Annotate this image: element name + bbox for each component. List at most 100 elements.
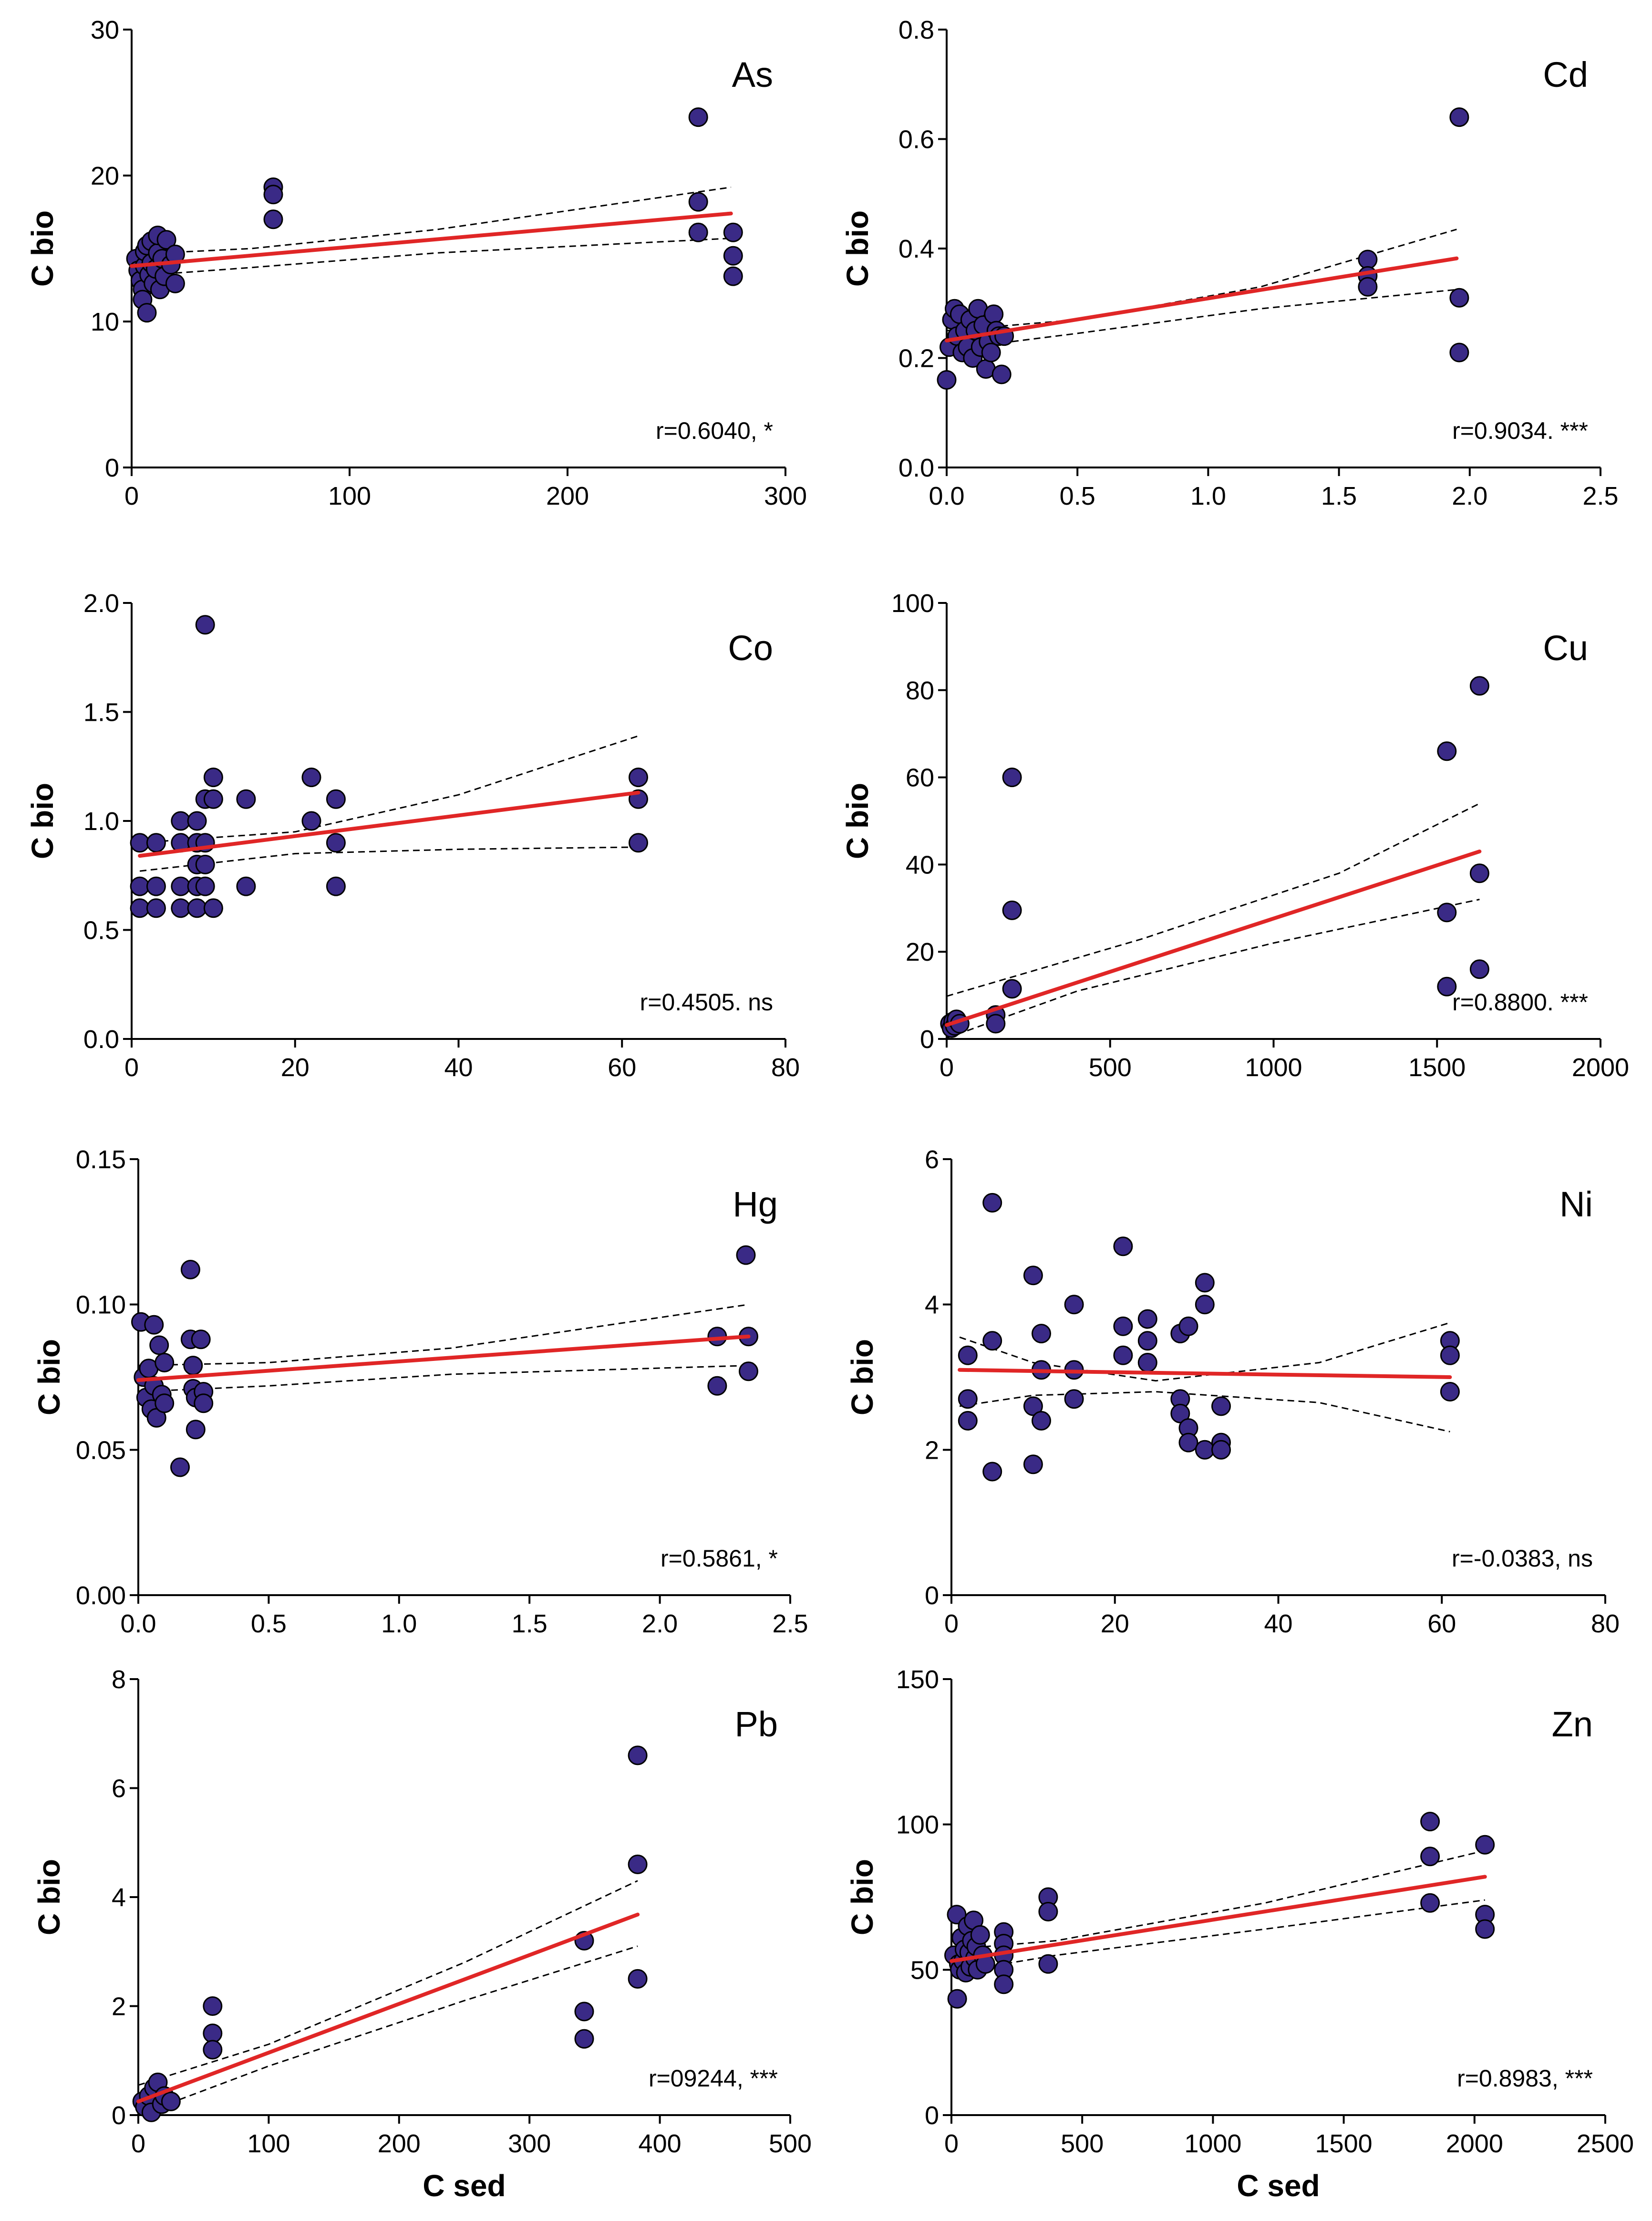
x-tick-label: 2000 [1572, 1053, 1629, 1082]
data-point [1137, 1309, 1157, 1329]
x-tick-label: 1.5 [1321, 482, 1357, 510]
data-point [1113, 1236, 1133, 1256]
data-point [1440, 1382, 1460, 1401]
ci-upper-line [138, 1880, 638, 2086]
y-tick-label: 6 [112, 1775, 126, 1803]
data-point [170, 1457, 190, 1477]
data-point [149, 1335, 169, 1355]
y-tick-label: 0.00 [76, 1581, 126, 1610]
x-tick-label: 40 [1264, 1609, 1292, 1638]
data-point [326, 833, 346, 853]
data-point [187, 898, 207, 918]
data-point [1002, 900, 1022, 920]
x-axis-title: C sed [423, 2169, 506, 2203]
data-point [130, 833, 150, 853]
data-point [1038, 1954, 1058, 1974]
regression-line [950, 1875, 1487, 1963]
data-point [1032, 1324, 1051, 1344]
data-point [203, 2040, 223, 2060]
data-point [1469, 959, 1489, 979]
data-point [981, 342, 1001, 363]
ci-upper-line [139, 735, 639, 844]
x-tick-label: 0 [944, 2129, 959, 2158]
data-point [1195, 1295, 1215, 1315]
element-label: Hg [733, 1184, 778, 1224]
data-point [688, 107, 708, 127]
data-point [937, 370, 957, 390]
ci-upper-line [946, 228, 1457, 332]
y-tick-label: 0 [920, 1025, 934, 1054]
ci-lower-line [131, 238, 731, 277]
data-point [688, 192, 708, 212]
data-point [301, 768, 321, 788]
data-point [574, 2002, 594, 2022]
data-point [1420, 1847, 1440, 1867]
x-tick-label: 400 [639, 2129, 681, 2158]
data-point [1211, 1440, 1231, 1460]
data-point [165, 273, 185, 293]
x-tick-label: 60 [608, 1053, 636, 1082]
data-point [1178, 1432, 1198, 1453]
data-point [739, 1361, 758, 1381]
data-point [1170, 1403, 1190, 1423]
data-point [195, 876, 215, 896]
y-tick-label: 0.0 [83, 1025, 119, 1054]
stat-label: r=09244, *** [649, 2065, 778, 2092]
x-tick-label: 0.5 [1060, 482, 1095, 510]
y-tick-label: 0.6 [898, 125, 934, 154]
y-tick-label: 0 [925, 1581, 939, 1610]
data-point [1178, 1316, 1198, 1336]
y-tick-label: 100 [896, 1811, 939, 1839]
data-point [156, 230, 176, 250]
y-axis-title: C bio [32, 1859, 66, 1935]
y-tick-label: 0.0 [898, 454, 934, 482]
y-axis-title: C bio [25, 210, 60, 287]
data-point [130, 876, 150, 896]
data-point [301, 811, 321, 831]
y-tick-label: 0 [925, 2101, 939, 2130]
element-label: Co [728, 628, 773, 668]
data-point [1038, 1902, 1058, 1921]
y-tick-label: 20 [91, 162, 119, 190]
y-tick-label: 2 [112, 1993, 126, 2021]
data-point [326, 876, 346, 896]
y-axis-title: C bio [845, 1339, 879, 1415]
x-tick-label: 500 [1089, 1053, 1132, 1082]
data-point [1437, 741, 1457, 761]
x-tick-label: 100 [328, 482, 371, 510]
data-point [1475, 1835, 1495, 1855]
y-tick-label: 2.0 [83, 589, 119, 618]
x-tick-label: 60 [1427, 1609, 1456, 1638]
y-tick-label: 0.4 [898, 235, 934, 263]
data-point [171, 811, 191, 831]
x-tick-label: 1500 [1315, 2129, 1373, 2158]
y-tick-label: 1.5 [83, 698, 119, 727]
element-label: Cu [1543, 628, 1588, 668]
chart-co: 0.0 0.5 1.0 1.5 2.0 0 20 40 60 80 C bio Co r=0.4505.… [25, 589, 800, 1082]
y-tick-label: 0.2 [898, 344, 934, 373]
data-point [628, 1969, 648, 1989]
y-tick-label: 0 [112, 2101, 126, 2130]
x-tick-label: 1.0 [1190, 482, 1226, 510]
y-tick-label: 30 [91, 16, 119, 44]
data-point [144, 1315, 164, 1335]
x-tick-label: 2.0 [642, 1609, 678, 1638]
data-point [1211, 1396, 1231, 1416]
data-point [1420, 1893, 1440, 1913]
data-point [970, 1925, 990, 1945]
data-point [628, 1854, 648, 1874]
data-point [723, 266, 743, 286]
data-point [155, 1393, 175, 1413]
y-tick-label: 0.15 [76, 1145, 126, 1174]
x-tick-label: 300 [764, 482, 807, 510]
x-tick-label: 300 [508, 2129, 551, 2158]
data-point [146, 876, 166, 896]
data-point [326, 789, 346, 809]
y-tick-label: 0 [105, 454, 119, 482]
x-tick-label: 1.0 [381, 1609, 417, 1638]
data-point [1449, 288, 1469, 308]
data-point [628, 1745, 648, 1765]
ci-upper-line [138, 1304, 749, 1367]
element-label: Cd [1543, 55, 1588, 94]
